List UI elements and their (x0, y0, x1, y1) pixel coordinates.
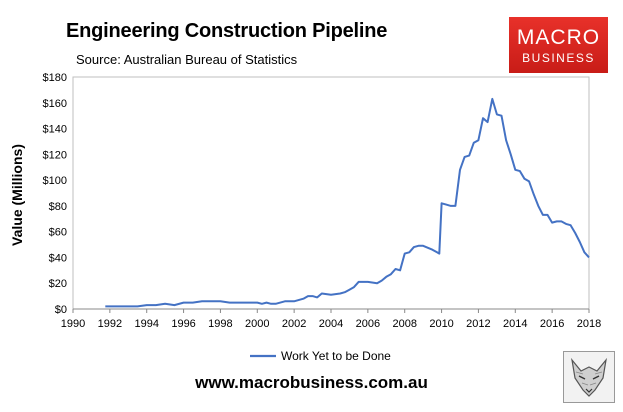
y-tick-label: $180 (43, 72, 67, 84)
y-axis-label: Value (Millions) (9, 144, 25, 246)
y-tick-label: $60 (49, 227, 67, 239)
logo-line-2: BUSINESS (522, 51, 595, 65)
y-tick-label: $140 (43, 124, 67, 136)
y-tick-label: $40 (49, 252, 67, 264)
series-line-0 (105, 97, 590, 308)
x-tick-label: 2014 (503, 318, 527, 330)
legend-label: Work Yet to be Done (281, 349, 391, 363)
y-tick-label: $80 (49, 201, 67, 213)
x-tick-label: 2006 (356, 318, 380, 330)
plot-area (72, 76, 590, 310)
x-tick-label: 2016 (540, 318, 564, 330)
x-tick-label: 2002 (282, 318, 306, 330)
y-tick-label: $120 (43, 149, 67, 161)
y-tick-label: $20 (49, 278, 67, 290)
x-tick-label: 2008 (392, 318, 416, 330)
chart-title: Engineering Construction Pipeline (66, 20, 388, 42)
y-axis-tick-labels: $0 $20 $40 $60 $80 $100 $120 $140 $160 $180 (43, 72, 67, 316)
x-tick-label: 2018 (577, 318, 601, 330)
y-tick-label: $100 (43, 175, 67, 187)
x-tick-label: 1992 (98, 318, 122, 330)
x-tick-label: 2012 (466, 318, 490, 330)
footer-url: www.macrobusiness.com.au (195, 373, 428, 392)
x-tick-label: 1998 (208, 318, 232, 330)
logo-line-1: MACRO (516, 26, 601, 49)
x-tick-label: 2000 (245, 318, 269, 330)
macrobusiness-logo: MACRO BUSINESS (509, 17, 608, 73)
y-tick-label: $0 (55, 304, 67, 316)
chart-subtitle: Source: Australian Bureau of Statistics (76, 52, 298, 67)
fox-icon (563, 351, 615, 403)
x-tick-label: 1994 (134, 318, 158, 330)
x-tick-label: 2010 (429, 318, 453, 330)
x-tick-label: 1990 (61, 318, 85, 330)
x-tick-label: 1996 (171, 318, 195, 330)
x-tick-label: 2004 (319, 318, 343, 330)
legend: Work Yet to be Done (250, 349, 391, 363)
y-tick-label: $160 (43, 98, 67, 110)
plot-frame (72, 76, 590, 310)
x-axis-tick-labels: 1990 1992 1994 1996 1998 2000 2002 2004 2006 2008… (61, 309, 601, 330)
